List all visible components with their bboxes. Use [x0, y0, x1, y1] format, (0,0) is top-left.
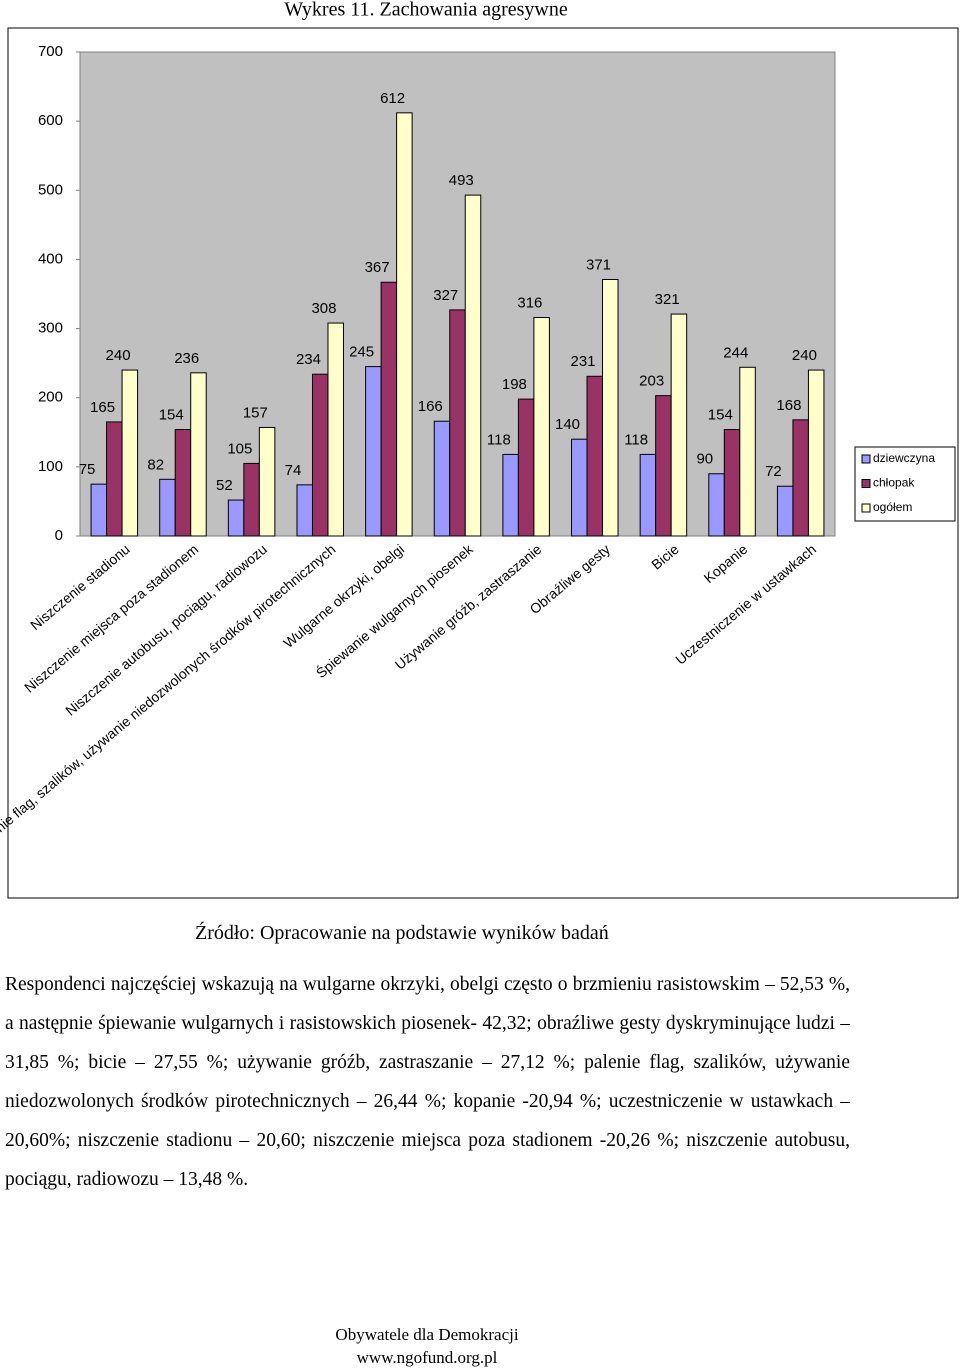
- value-label: 612: [380, 90, 405, 107]
- bar: [296, 484, 313, 537]
- chart: Wykres 11. Zachowania agresywne 0 100 200 3…: [0, 0, 959, 899]
- chart-title: Wykres 11. Zachowania agresywne: [284, 0, 568, 21]
- legend-swatch: [861, 503, 871, 513]
- value-label: 118: [487, 431, 511, 448]
- y-tick-label: 600: [38, 112, 63, 129]
- value-label: 367: [365, 259, 390, 276]
- paragraph: Respondenci najczęściej wskazują na wulg…: [5, 974, 850, 1190]
- bar: [655, 395, 672, 537]
- legend-label: ogółem: [873, 500, 912, 514]
- value-label: 154: [159, 406, 184, 423]
- footer-line: Obywatele dla Demokracji: [335, 1325, 519, 1344]
- value-label: 240: [106, 347, 131, 364]
- bar: [602, 278, 619, 537]
- value-label: 154: [708, 406, 733, 423]
- value-label: 72: [765, 463, 782, 480]
- value-label: 82: [147, 456, 164, 473]
- legend-swatch: [861, 479, 871, 488]
- source: Źródło: Opracowanie na podstawie wyników…: [195, 922, 609, 944]
- legend-label: chłopak: [873, 476, 915, 490]
- bar: [121, 369, 139, 537]
- bar: [586, 375, 604, 537]
- bar: [807, 369, 825, 537]
- value-label: 203: [639, 373, 664, 390]
- legend: [854, 446, 956, 522]
- value-label: 371: [586, 256, 611, 273]
- bar: [449, 309, 466, 537]
- bar: [776, 485, 794, 537]
- legend-label: dziewczyna: [873, 451, 935, 465]
- bar: [670, 313, 688, 537]
- value-label: 140: [555, 416, 580, 433]
- value-label: 244: [723, 344, 748, 361]
- bar: [433, 420, 451, 537]
- bar: [396, 112, 413, 537]
- value-label: 321: [655, 291, 680, 308]
- value-label: 245: [349, 344, 374, 361]
- bar: [227, 499, 245, 537]
- value-label: 52: [216, 477, 233, 494]
- bar: [380, 281, 398, 537]
- legend-swatch: [861, 454, 871, 464]
- value-label: 327: [433, 287, 458, 304]
- y-tick-label: 0: [55, 527, 63, 544]
- bar: [517, 398, 535, 537]
- bar: [723, 429, 741, 537]
- bar: [311, 373, 329, 537]
- bar: [365, 366, 382, 537]
- value-label: 75: [79, 461, 96, 478]
- bar: [174, 429, 192, 537]
- value-label: 236: [174, 350, 199, 367]
- y-tick-label: 300: [38, 320, 63, 337]
- y-tick-label: 400: [38, 250, 63, 267]
- value-label: 198: [502, 376, 527, 393]
- value-label: 157: [243, 404, 268, 421]
- bar: [533, 317, 550, 537]
- value-label: 168: [776, 397, 801, 414]
- bar: [502, 453, 519, 537]
- value-label: 493: [449, 172, 474, 189]
- value-label: 90: [696, 451, 713, 468]
- y-tick-label: 700: [38, 43, 63, 60]
- bar: [792, 419, 809, 537]
- bar: [464, 194, 482, 537]
- value-label: 74: [285, 462, 302, 479]
- footer-line: www.ngofund.org.pl: [356, 1348, 498, 1367]
- value-label: 308: [311, 300, 336, 317]
- bar: [639, 453, 657, 537]
- value-label: 165: [90, 399, 115, 416]
- bar: [708, 473, 725, 537]
- value-label: 316: [517, 294, 542, 311]
- value-label: 105: [227, 440, 252, 457]
- bar: [90, 483, 108, 537]
- y-tick-label: 500: [38, 181, 63, 198]
- value-label: 166: [418, 398, 443, 415]
- bar: [258, 426, 276, 537]
- value-label: 240: [792, 347, 817, 364]
- bar: [190, 372, 207, 537]
- value-label: 234: [296, 351, 321, 368]
- bar: [106, 421, 123, 537]
- y-tick-label: 100: [38, 458, 63, 475]
- bar: [159, 478, 176, 537]
- value-label: 231: [571, 353, 596, 370]
- bar: [739, 366, 756, 537]
- bar: [243, 462, 260, 537]
- bar: [571, 438, 588, 537]
- bar: [327, 322, 344, 537]
- value-label: 118: [624, 431, 648, 448]
- y-tick-label: 200: [38, 389, 63, 406]
